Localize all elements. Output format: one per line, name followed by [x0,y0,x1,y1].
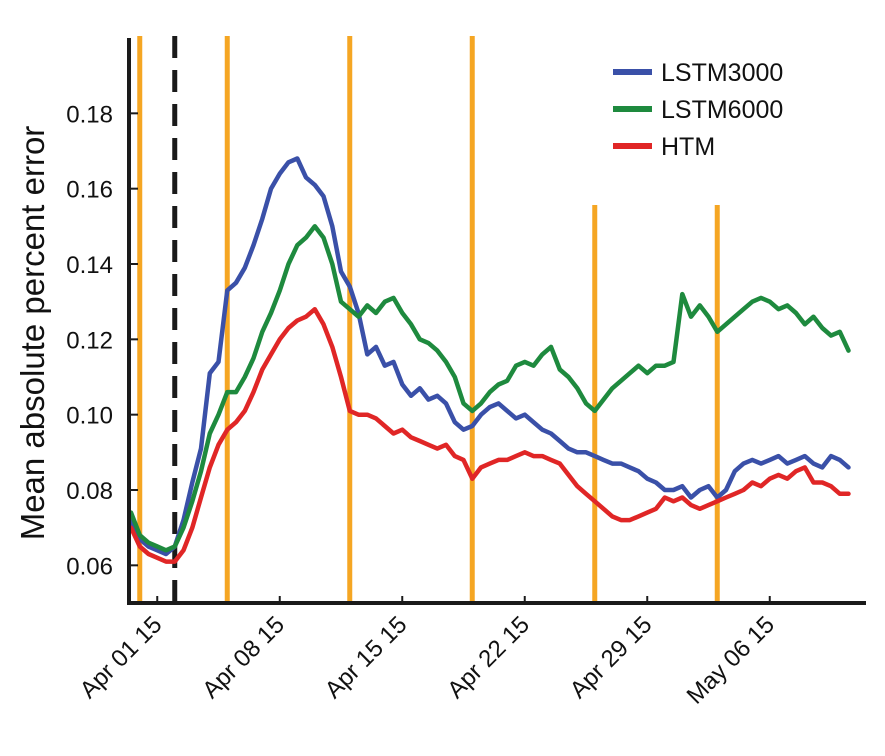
series-lines [128,156,851,564]
x-tick-label: Apr 08 15 [197,611,290,704]
y-tick-label: 0.14 [66,252,113,279]
axes [127,38,866,605]
y-ticks: 0.06 0.08 0.10 0.12 0.14 0.16 0.18 [66,101,138,580]
y-tick-label: 0.16 [66,177,113,204]
series-line-lstm6000 [128,224,851,553]
series-line-lstm3000 [128,156,851,557]
legend-label-lstm6000: LSTM6000 [661,96,783,124]
x-tick-label: Apr 22 15 [442,611,535,704]
legend: LSTM3000 LSTM6000 HTM [613,59,783,161]
legend-label-lstm3000: LSTM3000 [661,59,783,87]
y-tick-label: 0.18 [66,101,113,128]
x-tick-label: Apr 29 15 [565,611,658,704]
series-line-htm [128,306,851,564]
y-axis-title: Mean absolute percent error [14,126,51,541]
x-tick-label: May 06 15 [682,611,780,709]
y-tick-label: 0.06 [66,553,113,580]
y-tick-label: 0.10 [66,403,113,430]
x-tick-label: Apr 15 15 [320,611,413,704]
y-tick-label: 0.12 [66,327,113,354]
vertical-markers [137,36,720,603]
x-ticks: Apr 01 15 Apr 08 15 Apr 15 15 Apr 22 15 Apr … [75,596,780,709]
y-tick-label: 0.08 [66,478,113,505]
x-tick-label: Apr 01 15 [75,611,168,704]
legend-label-htm: HTM [661,133,715,161]
